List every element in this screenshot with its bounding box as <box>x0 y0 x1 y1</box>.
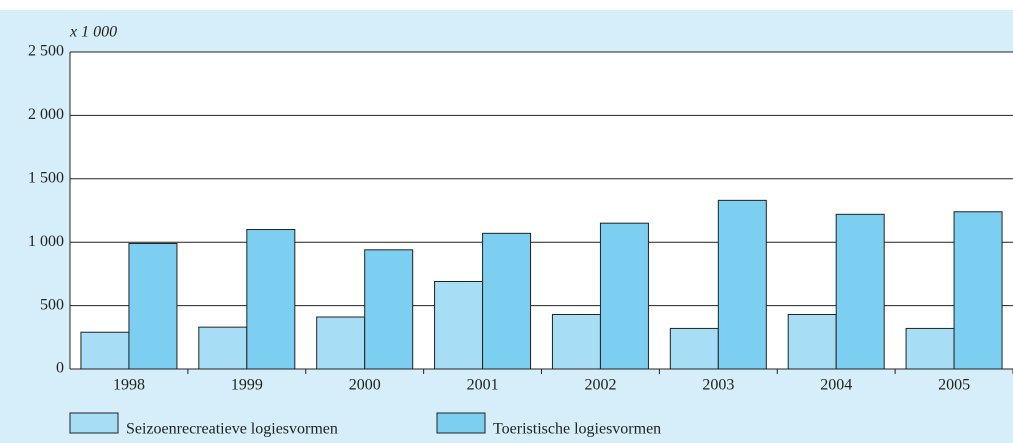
bar <box>246 229 296 370</box>
bar <box>787 313 837 370</box>
legend-label: Seizoenrecreatieve logiesvormen <box>126 421 338 438</box>
bar <box>551 313 601 370</box>
bar <box>364 249 414 370</box>
bar <box>198 326 248 370</box>
y-tick-label: 2 500 <box>28 43 64 60</box>
x-tick-label: 1999 <box>231 377 263 394</box>
legend-swatch <box>69 412 119 434</box>
bar <box>953 211 1003 370</box>
bar <box>599 222 649 370</box>
x-tick-label: 2004 <box>820 377 852 394</box>
x-tick-label: 1998 <box>113 377 145 394</box>
y-tick-label: 1 000 <box>28 233 64 250</box>
x-tick-label: 2003 <box>702 377 734 394</box>
bar <box>905 327 955 370</box>
y-tick-label: 2 000 <box>28 106 64 123</box>
bar <box>80 331 130 370</box>
x-tick-label: 2001 <box>467 377 499 394</box>
bar <box>669 327 719 370</box>
bar <box>482 232 532 370</box>
x-tick-label: 2000 <box>349 377 381 394</box>
bar <box>316 316 366 370</box>
bar <box>717 199 767 370</box>
x-tick-label: 2002 <box>584 377 616 394</box>
y-axis-label: x 1 000 <box>69 24 117 41</box>
y-tick-label: 500 <box>40 296 64 313</box>
y-tick-label: 0 <box>56 360 64 377</box>
legend-swatch <box>436 412 486 434</box>
bar <box>434 281 484 370</box>
bar <box>835 213 885 370</box>
x-tick-label: 2005 <box>938 377 970 394</box>
y-tick-label: 1 500 <box>28 169 64 186</box>
bar <box>128 242 178 370</box>
legend-label: Toeristische logiesvormen <box>493 421 661 438</box>
